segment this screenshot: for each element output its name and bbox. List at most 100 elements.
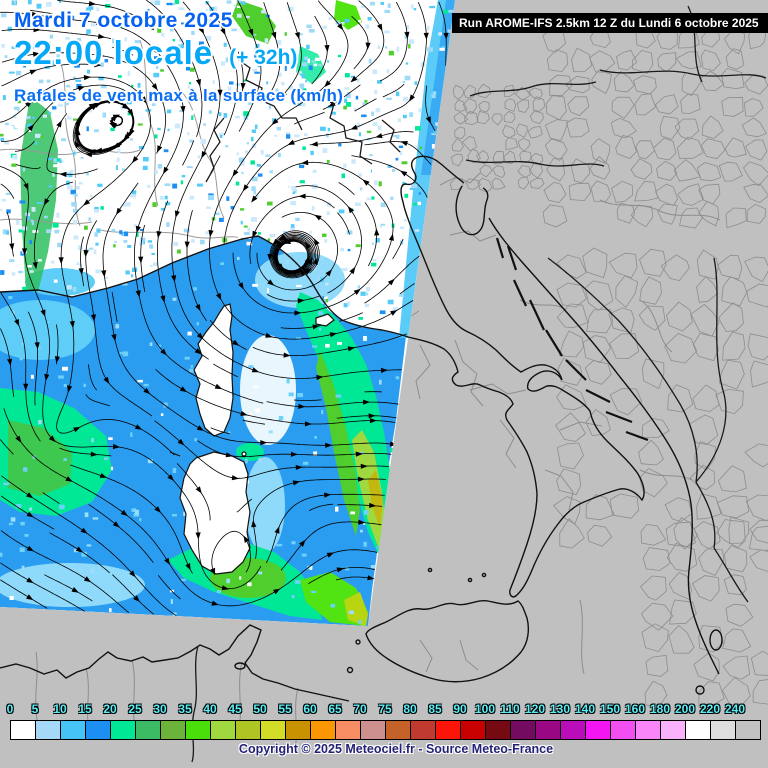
- scale-label-240: 240: [724, 702, 746, 716]
- coast-sicily: [365, 599, 530, 683]
- aeolian-island: [467, 577, 473, 583]
- scale-cell-140: [585, 720, 611, 740]
- scale-label-80: 80: [403, 702, 417, 716]
- scale-cell-80: [410, 720, 436, 740]
- scale-cell-220: [710, 720, 736, 740]
- pantelleria-island: [346, 666, 354, 674]
- scale-label-5: 5: [31, 702, 39, 716]
- model-domain: [0, 0, 455, 626]
- ionian-island: [695, 685, 705, 695]
- elba-island: [315, 313, 335, 327]
- coastal-jet-strong: [352, 430, 386, 552]
- coast-africa: [0, 624, 350, 702]
- scale-cell-30: [160, 720, 186, 740]
- copyright-text: Copyright © 2025 Meteociel.fr - Source M…: [238, 742, 554, 756]
- coastal-jet-core: [316, 350, 360, 536]
- scale-label-100: 100: [474, 702, 496, 716]
- coastal-jet-max: [368, 470, 383, 528]
- scale-cell-160: [635, 720, 661, 740]
- scale-label-10: 10: [53, 702, 67, 716]
- scale-label-45: 45: [228, 702, 242, 716]
- sardinia: [179, 451, 251, 575]
- scale-cell-150: [610, 720, 636, 740]
- scale-cell-75: [385, 720, 411, 740]
- west-gust-core: [8, 420, 72, 496]
- coastlines: [0, 155, 723, 702]
- scale-cell-25: [135, 720, 161, 740]
- scale-cell-90: [460, 720, 486, 740]
- scale-cell-40: [210, 720, 236, 740]
- southwest-patch: [0, 563, 145, 607]
- scale-cell-110: [510, 720, 536, 740]
- scale-cell-10: [60, 720, 86, 740]
- scale-cell-240: [735, 720, 761, 740]
- south-gust-max: [344, 592, 368, 626]
- scale-label-130: 130: [549, 702, 571, 716]
- maddalena-island: [241, 451, 247, 457]
- ustica-island: [427, 567, 433, 573]
- scale-cell-65: [335, 720, 361, 740]
- corsica: [193, 303, 234, 437]
- scale-cell-60: [310, 720, 336, 740]
- scale-label-55: 55: [278, 702, 292, 716]
- scale-cell-35: [185, 720, 211, 740]
- scale-label-0: 0: [6, 702, 14, 716]
- scale-label-160: 160: [624, 702, 646, 716]
- aeolian-island: [481, 572, 487, 578]
- scale-label-30: 30: [153, 702, 167, 716]
- coast-istria: [455, 185, 489, 236]
- tyrrhenian-lee-patch: [240, 335, 296, 445]
- scale-cell-100: [485, 720, 511, 740]
- scale-label-70: 70: [353, 702, 367, 716]
- scale-label-60: 60: [303, 702, 317, 716]
- scale-cell-200: [685, 720, 711, 740]
- scale-cell-85: [435, 720, 461, 740]
- scale-label-85: 85: [428, 702, 442, 716]
- scale-cell-45: [235, 720, 261, 740]
- scale-cell-55: [285, 720, 311, 740]
- scale-label-200: 200: [674, 702, 696, 716]
- coast-france-italy: [0, 155, 645, 598]
- scale-label-25: 25: [128, 702, 142, 716]
- scale-label-35: 35: [178, 702, 192, 716]
- scale-cell-50: [260, 720, 286, 740]
- rhone-delta-patch: [25, 268, 95, 296]
- admin-region-cells: [449, 25, 768, 710]
- tunis-lake: [234, 662, 246, 670]
- sea-patches: [0, 252, 393, 626]
- scale-cell-20: [110, 720, 136, 740]
- gust-speckle-noise: [0, 0, 454, 625]
- scale-label-120: 120: [524, 702, 546, 716]
- scale-label-90: 90: [453, 702, 467, 716]
- scale-label-20: 20: [103, 702, 117, 716]
- corfu-island: [709, 629, 723, 651]
- scale-label-180: 180: [649, 702, 671, 716]
- scale-label-75: 75: [378, 702, 392, 716]
- wind-streamlines: [0, 0, 449, 617]
- sea-area: [0, 236, 406, 626]
- color-scale-labels: 0 5 10 15 20 25 30 35 40 45 50 55 60 65 70 75 80 85 90 100 1…: [0, 702, 768, 718]
- scale-label-220: 220: [699, 702, 721, 716]
- scale-label-40: 40: [203, 702, 217, 716]
- national-borders: [191, 5, 767, 763]
- egadi-island: [355, 639, 361, 645]
- scale-label-15: 15: [78, 702, 92, 716]
- scale-cell-15: [85, 720, 111, 740]
- scale-cell-120: [535, 720, 561, 740]
- scale-cell-130: [560, 720, 586, 740]
- scale-cell-5: [35, 720, 61, 740]
- scale-cell-0: [10, 720, 36, 740]
- scale-cell-180: [660, 720, 686, 740]
- scale-cell-70: [360, 720, 386, 740]
- scale-label-50: 50: [253, 702, 267, 716]
- scale-label-65: 65: [328, 702, 342, 716]
- islands: [169, 303, 335, 575]
- scale-label-140: 140: [574, 702, 596, 716]
- east-sardinia-patch: [245, 457, 285, 553]
- run-info-bar: Run AROME-IFS 2.5km 12 Z du Lundi 6 octo…: [452, 13, 768, 33]
- croatian-islands: [495, 237, 649, 442]
- color-scale-bar: [10, 720, 761, 740]
- department-borders: [0, 39, 247, 241]
